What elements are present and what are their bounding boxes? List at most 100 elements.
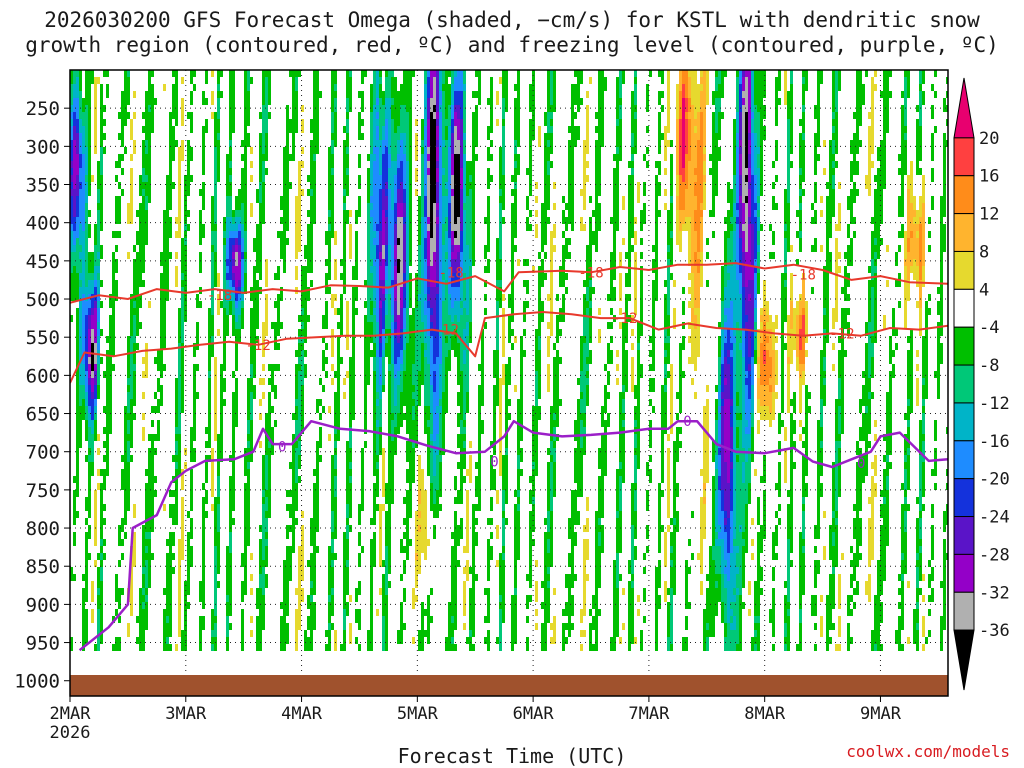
omega-cell xyxy=(115,161,118,168)
omega-cell xyxy=(433,469,436,476)
omega-cell xyxy=(193,364,196,371)
omega-cell xyxy=(163,245,166,252)
omega-cell xyxy=(406,168,409,175)
omega-cell xyxy=(376,273,379,280)
omega-cell xyxy=(190,469,193,476)
omega-cell xyxy=(226,189,229,196)
omega-cell xyxy=(295,126,298,133)
omega-cell xyxy=(367,189,370,196)
omega-cell xyxy=(397,413,400,420)
omega-cell xyxy=(319,427,322,434)
omega-cell xyxy=(310,574,313,581)
omega-cell xyxy=(217,84,220,91)
omega-cell xyxy=(292,119,295,126)
omega-cell xyxy=(223,378,226,385)
omega-cell xyxy=(211,476,214,483)
omega-cell xyxy=(457,357,460,364)
omega-cell xyxy=(166,574,169,581)
omega-cell xyxy=(439,133,442,140)
omega-cell xyxy=(379,385,382,392)
omega-cell xyxy=(454,301,457,308)
omega-cell xyxy=(145,126,148,133)
omega-cell xyxy=(415,280,418,287)
omega-cell xyxy=(172,455,175,462)
omega-cell xyxy=(436,238,439,245)
omega-cell xyxy=(385,168,388,175)
omega-cell xyxy=(232,427,235,434)
omega-cell xyxy=(298,336,301,343)
omega-cell xyxy=(451,644,454,651)
omega-cell xyxy=(208,364,211,371)
omega-cell xyxy=(376,322,379,329)
omega-cell xyxy=(229,567,232,574)
omega-cell xyxy=(331,161,334,168)
omega-cell xyxy=(415,371,418,378)
omega-cell xyxy=(310,644,313,651)
omega-cell xyxy=(409,469,412,476)
omega-cell xyxy=(127,406,130,413)
omega-cell xyxy=(376,189,379,196)
omega-cell xyxy=(238,294,241,301)
omega-cell xyxy=(457,371,460,378)
omega-cell xyxy=(394,322,397,329)
omega-cell xyxy=(406,252,409,259)
omega-cell xyxy=(181,77,184,84)
omega-cell xyxy=(187,161,190,168)
omega-cell xyxy=(334,518,337,525)
omega-cell xyxy=(109,357,112,364)
omega-cell xyxy=(436,175,439,182)
omega-cell xyxy=(439,294,442,301)
omega-cell xyxy=(295,616,298,623)
omega-cell xyxy=(346,497,349,504)
omega-cell xyxy=(439,98,442,105)
omega-cell xyxy=(376,462,379,469)
omega-cell xyxy=(94,392,97,399)
omega-cell xyxy=(400,245,403,252)
omega-cell xyxy=(421,336,424,343)
omega-cell xyxy=(250,175,253,182)
omega-cell xyxy=(397,294,400,301)
omega-cell xyxy=(187,602,190,609)
omega-cell xyxy=(412,315,415,322)
omega-cell xyxy=(115,245,118,252)
omega-cell xyxy=(265,91,268,98)
omega-cell xyxy=(394,252,397,259)
omega-cell xyxy=(355,245,358,252)
omega-cell xyxy=(178,371,181,378)
omega-cell xyxy=(403,595,406,602)
omega-cell xyxy=(394,273,397,280)
omega-cell xyxy=(427,301,430,308)
omega-cell xyxy=(391,420,394,427)
omega-cell xyxy=(433,238,436,245)
omega-cell xyxy=(175,455,178,462)
omega-cell xyxy=(457,182,460,189)
omega-cell xyxy=(418,392,421,399)
omega-cell xyxy=(76,126,79,133)
omega-cell xyxy=(130,329,133,336)
omega-cell xyxy=(370,280,373,287)
omega-cell xyxy=(439,336,442,343)
omega-cell xyxy=(79,77,82,84)
omega-cell xyxy=(130,406,133,413)
omega-cell xyxy=(298,385,301,392)
omega-cell xyxy=(439,203,442,210)
omega-cell xyxy=(208,385,211,392)
omega-cell xyxy=(217,98,220,105)
omega-cell xyxy=(361,70,364,77)
omega-cell xyxy=(190,448,193,455)
omega-cell xyxy=(112,301,115,308)
omega-cell xyxy=(286,203,289,210)
omega-cell xyxy=(331,224,334,231)
omega-cell xyxy=(430,378,433,385)
omega-cell xyxy=(190,175,193,182)
omega-cell xyxy=(91,385,94,392)
omega-cell xyxy=(361,77,364,84)
omega-cell xyxy=(76,196,79,203)
omega-cell xyxy=(187,168,190,175)
omega-cell xyxy=(85,217,88,224)
omega-cell xyxy=(229,70,232,77)
omega-cell xyxy=(166,637,169,644)
omega-cell xyxy=(433,462,436,469)
omega-cell xyxy=(181,406,184,413)
omega-cell xyxy=(439,224,442,231)
